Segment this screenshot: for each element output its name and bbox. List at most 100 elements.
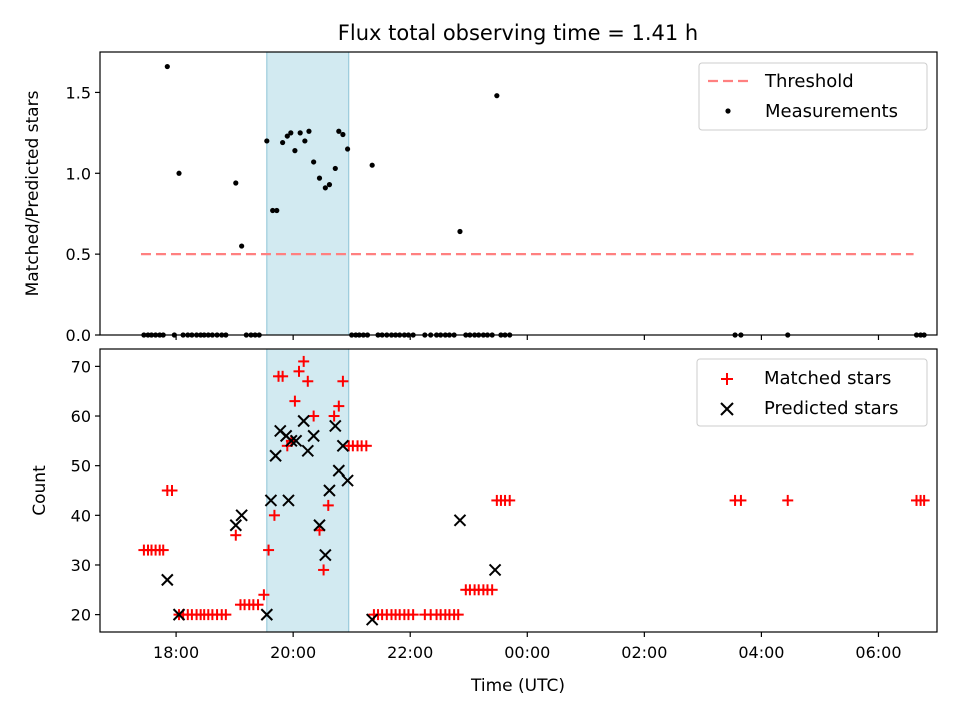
bottom-y-tick-label: 70 <box>71 357 91 376</box>
bottom-x-tick-label: 06:00 <box>855 643 901 662</box>
measurement-point <box>274 207 280 214</box>
matched-star-marker <box>308 410 320 422</box>
top-panel: 0.0 0.5 1.0 1.5 Matched/Predicted stars Thr… <box>23 51 938 345</box>
measurement-point <box>457 228 463 235</box>
bottom-y-tick-label: 40 <box>71 506 91 525</box>
measurement-point <box>316 175 323 181</box>
bottom-x-tick-label: 04:00 <box>738 643 784 662</box>
matched-star-markers <box>138 355 930 621</box>
matched-star-marker <box>452 609 464 621</box>
matched-star-marker <box>263 544 275 556</box>
measurement-point <box>332 165 338 172</box>
predicted-star-marker <box>453 514 467 527</box>
bottom-y-axis-label: Count <box>30 465 50 516</box>
matched-star-marker <box>230 529 242 541</box>
top-y-tick-label: 0.5 <box>66 245 91 264</box>
predicted-star-marker <box>332 464 346 477</box>
predicted-star-marker <box>365 613 379 626</box>
measurement-point <box>284 133 290 139</box>
top-y-tick-label: 1.5 <box>66 83 91 102</box>
matched-star-marker <box>504 494 516 506</box>
bottom-x-tick-label: 00:00 <box>504 643 550 662</box>
predicted-star-marker <box>161 573 174 587</box>
bottom-y-tick-label: 50 <box>71 457 91 476</box>
matched-star-marker <box>918 494 930 506</box>
predicted-star-marker <box>297 414 310 428</box>
top-y-axis-label: Matched/Predicted stars <box>23 90 43 296</box>
matched-star-marker <box>302 375 314 387</box>
matched-star-marker <box>268 509 280 521</box>
measurement-point <box>270 207 276 214</box>
predicted-star-marker <box>285 434 298 448</box>
bottom-panel: 20 30 40 50 60 70 18:00 20:00 22:00 00:00 02:00 04… <box>30 348 938 696</box>
predicted-star-marker <box>172 608 186 621</box>
matched-star-marker <box>333 400 345 412</box>
matched-star-marker <box>318 564 330 576</box>
predicted-star-marker <box>307 429 320 443</box>
chart-title: Flux total observing time = 1.41 h <box>338 21 698 45</box>
predicted-star-marker <box>301 444 314 457</box>
x-axis-label: Time (UTC) <box>470 676 565 696</box>
top-y-tick-label: 0.0 <box>66 326 91 345</box>
legend-matched-label: Matched stars <box>764 368 891 389</box>
predicted-star-marker <box>260 608 274 621</box>
matched-star-marker <box>407 609 419 621</box>
matched-star-marker <box>157 544 169 556</box>
legend-threshold-label: Threshold <box>764 71 854 92</box>
matched-star-marker <box>782 494 794 506</box>
legend-predicted-label: Predicted stars <box>764 398 898 419</box>
measurement-point <box>369 162 375 168</box>
measurement-point <box>306 128 312 134</box>
top-x-ticks <box>175 335 880 340</box>
predicted-star-marker <box>235 509 248 522</box>
predicted-star-marker <box>229 519 243 532</box>
measurement-point <box>336 128 342 134</box>
measurement-point <box>297 130 303 136</box>
legend-matched-swatch <box>721 373 733 385</box>
measurement-point <box>233 180 239 186</box>
matched-star-marker <box>166 485 178 496</box>
predicted-star-marker <box>488 563 502 577</box>
bottom-y-tick-label: 60 <box>71 407 91 426</box>
measurement-point <box>264 138 270 144</box>
bottom-y-tick-label: 20 <box>71 606 91 625</box>
matched-star-marker <box>735 494 747 506</box>
legend-predicted-swatch <box>720 402 734 416</box>
bottom-highlight-span <box>266 348 350 633</box>
matched-star-marker <box>289 395 301 407</box>
measurement-point <box>280 139 286 146</box>
predicted-star-marker <box>313 519 326 532</box>
bottom-axes-frame <box>99 348 938 633</box>
matched-star-marker <box>277 370 289 382</box>
measurement-point <box>322 185 328 191</box>
measurement-point <box>164 63 170 70</box>
matched-star-marker <box>298 355 310 367</box>
matched-star-marker <box>322 499 334 511</box>
bottom-legend: Matched stars Predicted stars <box>696 358 928 427</box>
matched-star-marker <box>360 440 372 452</box>
bottom-x-tick-label: 02:00 <box>621 643 667 662</box>
measurement-point <box>239 243 245 249</box>
bottom-legend-box <box>696 358 928 427</box>
top-y-tick-label: 1.0 <box>66 164 91 183</box>
predicted-star-marker <box>319 548 332 562</box>
measurement-point <box>292 148 298 154</box>
predicted-star-marker <box>329 419 342 433</box>
bottom-x-tick-label: 18:00 <box>153 643 199 662</box>
top-axes-frame <box>99 51 938 336</box>
predicted-star-marker <box>269 449 282 462</box>
measurement-point <box>344 146 351 152</box>
measurement-point <box>176 170 182 176</box>
measurement-point <box>326 182 333 188</box>
predicted-star-marker <box>341 474 354 487</box>
predicted-star-marker <box>289 434 303 448</box>
bottom-y-ticks: 20 30 40 50 60 70 <box>71 357 100 625</box>
matched-star-marker <box>293 365 305 377</box>
matched-star-marker <box>258 589 270 601</box>
predicted-star-marker <box>323 484 336 497</box>
bottom-y-tick-label: 30 <box>71 556 91 575</box>
matched-star-marker <box>252 599 264 611</box>
predicted-star-marker <box>282 494 295 507</box>
bottom-x-ticks: 18:00 20:00 22:00 00:00 02:00 04:00 06:00 <box>153 632 902 662</box>
